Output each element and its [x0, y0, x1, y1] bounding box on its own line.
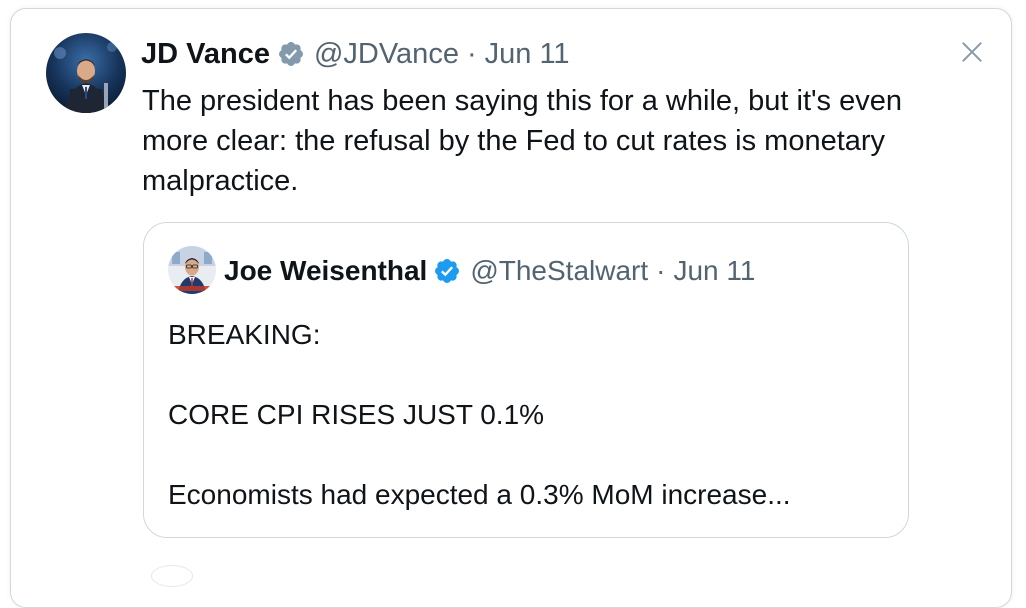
author-name[interactable]: JD Vance [141, 38, 270, 70]
verified-badge-icon [433, 257, 461, 285]
author-avatar[interactable] [46, 33, 126, 113]
quoted-author-avatar[interactable] [168, 246, 216, 294]
tweet-date[interactable]: Jun 11 [484, 38, 570, 70]
quoted-text-line [168, 355, 888, 395]
close-icon[interactable] [957, 37, 987, 67]
quoted-text-line [168, 435, 888, 475]
quoted-text-line: BREAKING: [168, 319, 321, 350]
author-avatar-image [46, 33, 126, 113]
reply-avatar-edge [151, 565, 193, 587]
quoted-author-handle[interactable]: @TheStalwart [470, 255, 649, 286]
separator-dot: · [466, 38, 477, 70]
tweet-header: JD Vance @JDVance · Jun 11 [141, 37, 570, 71]
quoted-author-name[interactable]: Joe Weisenthal [224, 255, 428, 286]
tweet-text: The president has been saying this for a… [142, 85, 902, 197]
quoted-tweet-date[interactable]: Jun 11 [673, 255, 756, 286]
quoted-text-line: Economists had expected a 0.3% MoM incre… [168, 479, 791, 510]
quoted-tweet-header: Joe Weisenthal @TheStalwart · Jun 11 [224, 255, 755, 287]
quoted-text-line: CORE CPI RISES JUST 0.1% [168, 399, 545, 430]
verified-badge-icon [277, 40, 305, 68]
quoted-tweet-text: BREAKING: CORE CPI RISES JUST 0.1% Econo… [168, 315, 888, 515]
tweet-card: JD Vance @JDVance · Jun 11 The president… [10, 8, 1012, 608]
quoted-tweet[interactable]: Joe Weisenthal @TheStalwart · Jun 11 BRE… [143, 222, 909, 538]
author-handle[interactable]: @JDVance [313, 38, 459, 70]
separator-dot: · [656, 255, 666, 286]
quoted-author-avatar-image [168, 246, 216, 294]
